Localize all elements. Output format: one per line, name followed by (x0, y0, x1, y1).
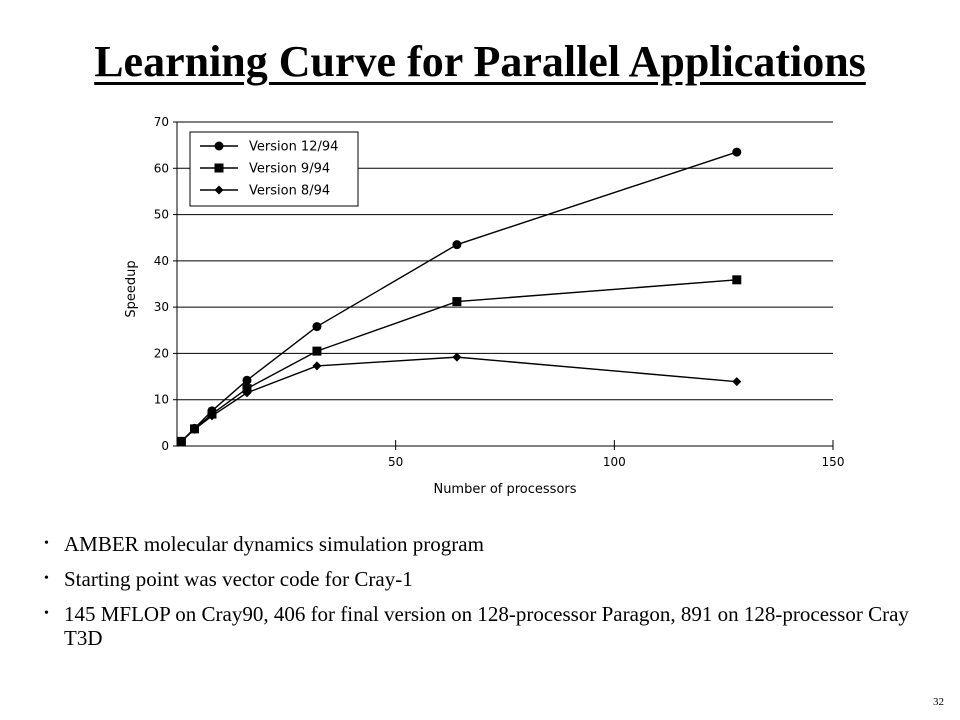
x-axis-label: Number of processors (433, 482, 576, 497)
axes: 0 10 20 30 40 50 60 70 50 100 150 (154, 115, 845, 469)
data-point-diamond (176, 436, 186, 446)
y-tick-label: 0 (161, 439, 169, 453)
grid-lines (177, 121, 833, 401)
legend-label: Version 8/94 (249, 184, 330, 199)
y-tick-label: 10 (154, 393, 169, 407)
legend-label: Version 9/94 (249, 162, 330, 177)
x-tick-label: 150 (822, 455, 845, 469)
y-tick-label: 40 (154, 254, 169, 268)
bullet-text: AMBER molecular dynamics simulation prog… (64, 532, 484, 556)
bullet-dot: • (44, 536, 49, 551)
bullet-text: 145 MFLOP on Cray90, 406 for final versi… (64, 602, 909, 650)
data-point-diamond (452, 352, 462, 362)
bullet-item: • 145 MFLOP on Cray90, 406 for final vers… (44, 602, 944, 650)
data-point-circle (242, 375, 252, 385)
bullet-text: Starting point was vector code for Cray-… (64, 567, 413, 591)
y-tick-label: 50 (154, 208, 169, 222)
bullet-dot: • (44, 571, 49, 586)
legend-marker-circle (214, 141, 224, 151)
data-point-square (732, 275, 742, 285)
bullet-list: • AMBER molecular dynamics simulation pro… (44, 532, 944, 661)
data-point-diamond (312, 361, 322, 371)
data-point-circle (732, 147, 742, 157)
y-tick-label: 20 (154, 346, 169, 360)
data-point-circle (312, 322, 322, 332)
y-tick-label: 60 (154, 161, 169, 175)
bullet-dot: • (44, 606, 49, 621)
legend-marker-diamond (214, 185, 224, 195)
bullet-item: • AMBER molecular dynamics simulation pro… (44, 532, 944, 556)
data-point-square (452, 297, 462, 307)
legend: Version 12/94 Version 9/94 Version 8/94 (189, 131, 359, 207)
legend-marker-square (214, 163, 224, 173)
series-lines (176, 147, 742, 446)
legend-label: Version 12/94 (249, 140, 338, 155)
x-tick-label: 50 (388, 455, 403, 469)
y-tick-label: 30 (154, 300, 169, 314)
data-point-diamond (207, 411, 217, 421)
bullet-item: • Starting point was vector code for Cray… (44, 567, 944, 591)
slide-title: Learning Curve for Parallel Applications (94, 37, 866, 86)
data-point-square (312, 346, 322, 356)
x-tick-label: 100 (603, 455, 626, 469)
data-point-diamond (242, 388, 252, 398)
data-point-diamond (732, 377, 742, 387)
data-point-diamond (189, 424, 199, 434)
y-tick-label: 70 (154, 115, 169, 129)
page-number: 32 (933, 696, 944, 708)
y-axis-label: Speedup (124, 260, 139, 317)
data-point-circle (452, 240, 462, 250)
